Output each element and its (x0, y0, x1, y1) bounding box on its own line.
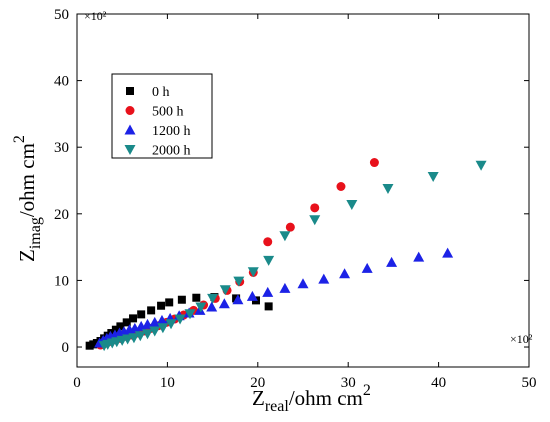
data-point (246, 290, 258, 301)
data-point (111, 325, 120, 334)
y-tick-label: 10 (54, 273, 69, 289)
data-point (128, 333, 140, 344)
y-axis-title: Zimag/ohm cm2 (11, 135, 44, 262)
data-point (116, 322, 125, 331)
data-point (382, 184, 394, 195)
data-point (218, 298, 230, 309)
legend-label: 500 h (152, 105, 184, 120)
data-point (206, 301, 218, 312)
x-multiplier-label: ×10² (510, 332, 533, 346)
data-point (219, 285, 231, 296)
data-point (361, 262, 373, 273)
data-point (263, 255, 275, 266)
data-point (195, 302, 207, 313)
x-axis-title-rest: /ohm cm (289, 386, 363, 410)
x-axis-title-main: Z (252, 386, 265, 410)
data-point (297, 278, 309, 289)
data-point (157, 301, 166, 310)
data-point (233, 276, 245, 287)
y-multiplier-label: ×10² (84, 9, 107, 23)
y-tick-label: 30 (54, 140, 69, 156)
legend-label: 2000 h (152, 144, 191, 159)
data-point (318, 273, 330, 284)
data-point (386, 256, 398, 267)
x-axis-title-sub: real (265, 398, 290, 415)
legend-item: 500 h (125, 105, 184, 120)
data-point (184, 309, 196, 320)
series-500-h (96, 158, 379, 350)
data-point (232, 294, 244, 305)
legend: 0 h 500 h 1200 h 2000 h (111, 73, 213, 159)
data-point (174, 314, 186, 325)
data-point (177, 295, 186, 304)
legend-item: 1200 h (124, 124, 191, 139)
legend-marker (125, 106, 135, 115)
data-point (336, 182, 346, 192)
x-axis-ticks: 0 10 20 30 40 50 (73, 14, 537, 391)
data-point (165, 319, 177, 330)
data-point (134, 331, 146, 342)
data-point (285, 222, 295, 232)
x-tick-label: 10 (160, 375, 175, 391)
data-point (263, 237, 273, 247)
data-point (427, 172, 439, 183)
legend-item: 2000 h (124, 144, 191, 159)
data-point (310, 203, 320, 213)
data-point (192, 293, 201, 302)
data-point (339, 268, 351, 279)
y-tick-label: 40 (54, 74, 69, 90)
data-point (147, 306, 156, 315)
y-axis-title-rest: /ohm cm (15, 143, 39, 217)
data-point (279, 231, 291, 242)
y-axis-title-sub: imag (27, 217, 44, 249)
legend-item: 0 h (126, 85, 170, 100)
data-point (207, 293, 219, 304)
y-axis-title-sup: 2 (11, 135, 28, 143)
legend-marker (124, 145, 136, 155)
x-tick-label: 40 (431, 375, 446, 391)
legend-marker (124, 124, 136, 135)
y-axis-title-main: Z (15, 249, 39, 262)
data-point (413, 251, 425, 262)
data-point (264, 302, 273, 311)
data-point (262, 286, 274, 297)
data-point (142, 329, 154, 340)
data-point (122, 318, 131, 327)
x-axis-title: Zreal/ohm cm2 (252, 382, 371, 415)
data-point (129, 314, 138, 323)
x-tick-label: 0 (73, 375, 81, 391)
series-2000-h (98, 160, 487, 352)
plot-border (76, 13, 530, 368)
data-point (369, 158, 379, 168)
y-tick-label: 20 (54, 207, 69, 223)
x-tick-label: 50 (522, 375, 537, 391)
y-tick-label: 0 (62, 340, 70, 356)
data-point (137, 310, 146, 319)
data-point (279, 282, 291, 293)
data-point (149, 326, 161, 337)
x-axis-title-sup: 2 (363, 382, 371, 399)
y-tick-label: 50 (54, 7, 69, 23)
plot-area (76, 13, 530, 368)
legend-label: 1200 h (152, 124, 191, 139)
data-points (85, 158, 487, 352)
data-point (157, 323, 169, 334)
x-tick-label: 30 (341, 375, 356, 391)
data-point (156, 314, 168, 325)
legend-label: 0 h (152, 85, 170, 100)
data-point (247, 267, 259, 278)
y-axis-ticks: 0 10 20 30 40 50 (54, 7, 529, 356)
data-point (475, 160, 487, 171)
data-point (346, 199, 358, 210)
x-tick-label: 20 (250, 375, 265, 391)
data-point (165, 298, 174, 307)
data-point (122, 334, 134, 345)
legend-marker (126, 87, 134, 95)
data-point (309, 215, 321, 226)
data-point (442, 247, 454, 258)
